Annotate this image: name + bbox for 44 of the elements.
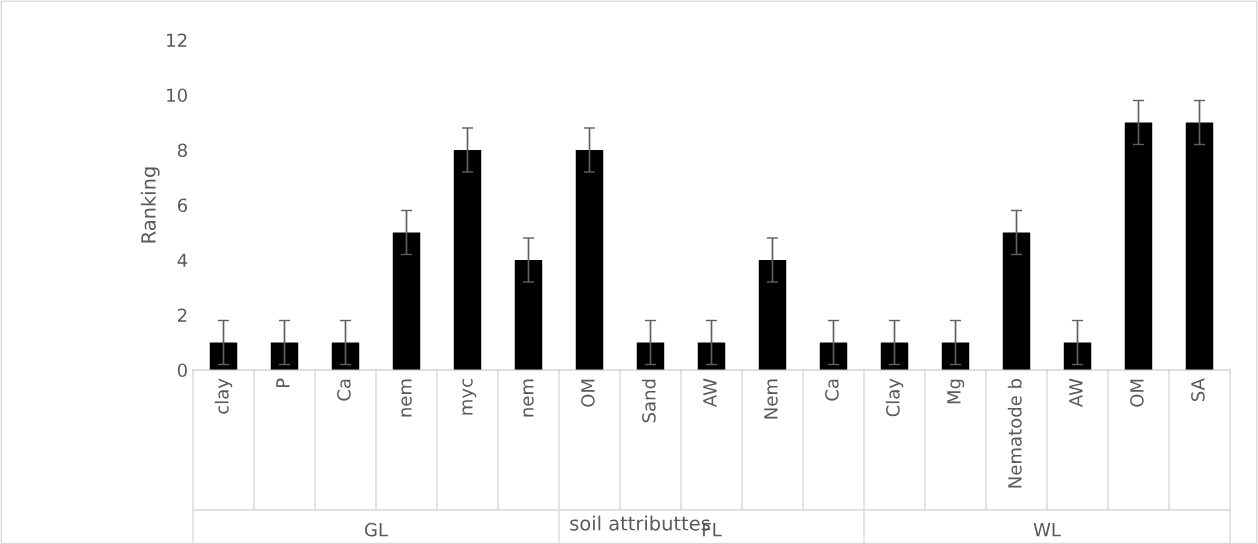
bar: [392, 232, 421, 370]
text: WL: [1033, 523, 1061, 537]
bar: [209, 342, 238, 370]
bar: [697, 342, 726, 370]
y-tick-label: 6: [177, 198, 187, 213]
bar: [1185, 122, 1214, 370]
x-tick-label: Nem: [764, 379, 778, 419]
x-tick-label: Ca: [337, 379, 351, 401]
bar: [270, 342, 299, 370]
x-tick-label: clay: [214, 378, 233, 414]
x-tick-label: Sand: [641, 379, 656, 423]
x-tick-label: AW: [1069, 378, 1083, 408]
bar: [758, 260, 787, 370]
bar: [1124, 122, 1153, 370]
x-tick-label: Ca: [825, 379, 839, 401]
x-tick-label: SA: [1191, 378, 1205, 401]
bar: [1002, 232, 1031, 370]
x-tick-label: Nematode b: [1007, 378, 1022, 488]
x-tick-label: Mg: [947, 379, 965, 404]
x-tick-label: nem: [523, 379, 534, 417]
bar: [514, 260, 543, 370]
y-tick-label: 12: [167, 33, 187, 47]
bar: [331, 342, 360, 370]
y-tick-label: 0: [177, 363, 187, 378]
x-tick-label: nem: [401, 379, 412, 417]
bar: [636, 342, 665, 370]
bar: [941, 342, 970, 370]
x-tick-label: Clay: [885, 378, 904, 417]
y-tick-label: 4: [177, 253, 188, 267]
x-tick-label: P: [276, 378, 290, 388]
text: GL: [364, 522, 388, 537]
y-tick-label: 8: [177, 143, 187, 158]
y-tick-label: 10: [167, 88, 187, 103]
bar: [819, 342, 848, 370]
y-axis-title: Ranking: [140, 167, 160, 243]
y-tick-label: 2: [177, 308, 187, 322]
bar: [453, 150, 482, 370]
x-tick-label: AW: [703, 378, 717, 408]
bar: [575, 150, 604, 370]
x-tick-label: OM: [581, 379, 595, 407]
bar: [880, 342, 909, 370]
x-tick-label: OM: [1130, 379, 1144, 407]
bar: [1063, 342, 1092, 370]
x-tick-label: myc: [462, 379, 477, 415]
